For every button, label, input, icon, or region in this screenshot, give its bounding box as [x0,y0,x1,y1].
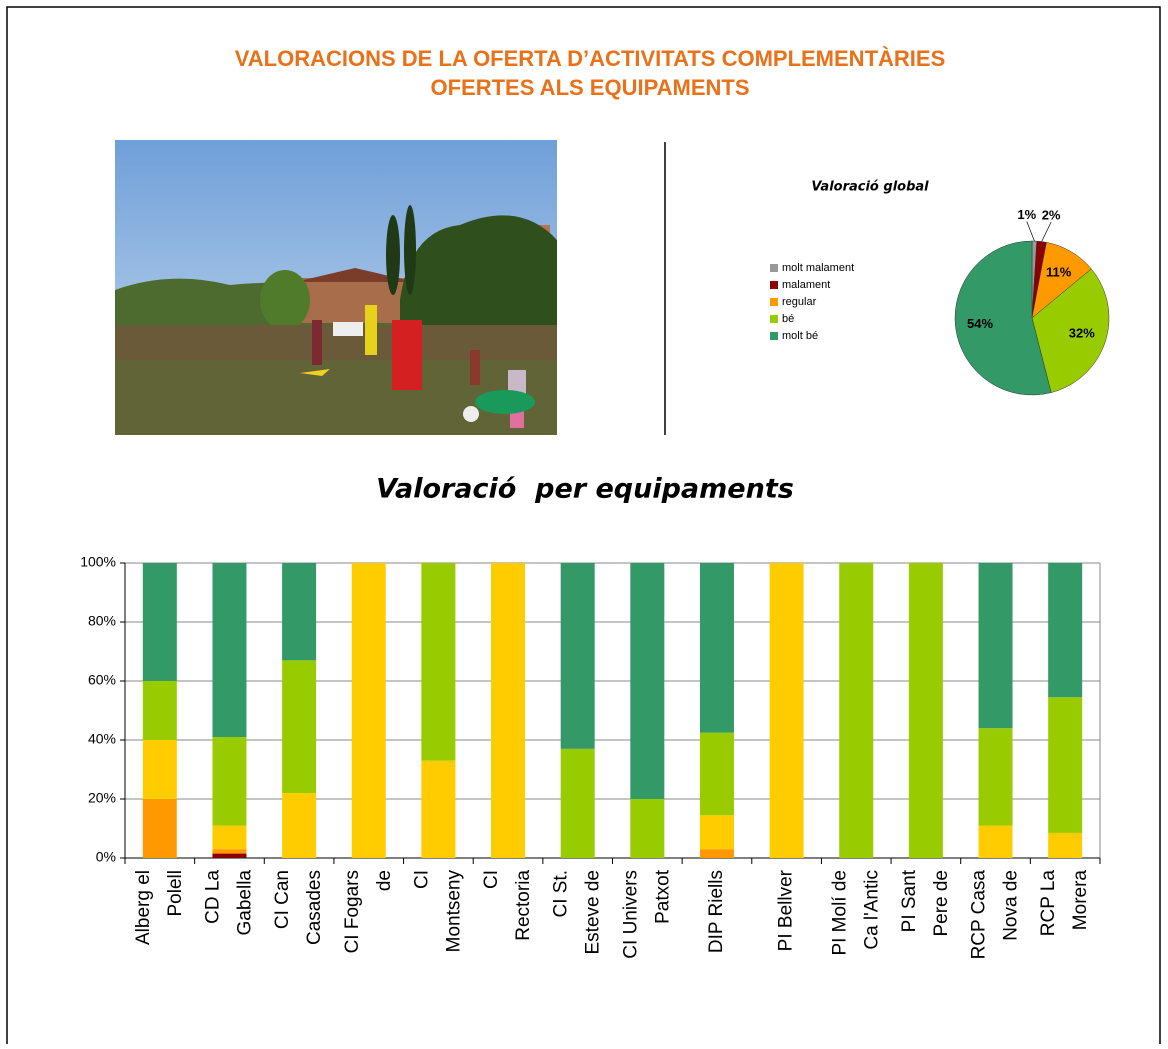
bar-segment [143,681,177,740]
y-tick-label: 0% [96,849,116,865]
bar-segment [979,826,1013,858]
bar-segment [352,563,386,858]
legend-label: malament [782,279,830,291]
photo [115,140,557,435]
legend-label: bé [782,313,794,325]
page-title: VALORACIONS DE LA OFERTA D’ACTIVITATS CO… [235,46,946,71]
x-tick-label: Rectoria [513,870,534,941]
chart-title: Valoració global [811,180,929,195]
bar-segment [839,563,873,858]
bar-segment [1048,563,1082,697]
x-tick-label: PI Sant [899,869,920,932]
bar-segment [212,563,246,737]
x-tick-label: Ca l'Antic [861,870,882,950]
legend-swatch [770,332,778,340]
legend-swatch [770,315,778,323]
bar-segment [909,563,943,858]
legend-swatch [770,298,778,306]
y-tick-label: 40% [88,731,116,747]
bar-segment [421,761,455,858]
bar-segment [212,737,246,826]
bar-segment [212,849,246,853]
x-tick-label: PI Molí de [829,870,850,956]
x-tick-label: Alberg el [133,870,154,945]
bar-segment [700,733,734,816]
bar-segment [1048,697,1082,833]
bar-segment [700,849,734,858]
x-tick-label: Esteve de [583,870,604,955]
y-tick-label: 100% [80,554,116,570]
data-label: 1% [1017,207,1036,222]
page: VALORACIONS DE LA OFERTA D’ACTIVITATS CO… [0,0,1168,1044]
bar-segment [212,854,246,858]
x-tick-label: RCP Casa [969,870,990,960]
data-label: 11% [1046,264,1072,279]
x-tick-label: Polell [165,870,186,916]
y-tick-label: 20% [88,790,116,806]
data-label: 54% [967,316,993,331]
legend-label: molt malament [782,262,854,274]
legend-label: regular [782,296,817,308]
legend-swatch [770,281,778,289]
bar-segment [282,660,316,793]
x-tick-label: CI Can [272,870,293,929]
chart-title: Valoració per equipaments [376,474,794,505]
x-tick-label: PI Bellver [776,869,797,951]
x-tick-label: CI [481,870,502,889]
bar-segment [561,749,595,858]
bar-segment [630,563,664,799]
bar-segment [561,563,595,749]
bar-segment [979,563,1013,728]
x-tick-label: Casades [304,870,325,945]
legend-label: molt bé [782,330,818,342]
bar-segment [143,563,177,681]
bar-segment [282,793,316,858]
bar-segment [630,799,664,858]
x-tick-label: Morera [1070,870,1091,931]
bar-segment [1048,833,1082,858]
bar-segment [421,563,455,761]
x-tick-label: Patxot [652,869,673,924]
x-tick-label: Nova de [1001,870,1022,941]
x-tick-label: RCP La [1038,870,1059,937]
bar-segment [282,563,316,660]
x-tick-label: Pere de [931,870,952,937]
x-tick-label: CI Fogars [342,870,363,953]
page-title: OFERTES ALS EQUIPAMENTS [430,75,749,100]
x-tick-label: de [374,870,395,891]
x-tick-label: CD La [202,870,223,924]
bar-segment [770,563,804,858]
data-label: 2% [1042,208,1061,223]
leader-line [1027,221,1035,241]
y-tick-label: 60% [88,672,116,688]
bar-segment [700,815,734,849]
x-tick-label: CI St. [551,870,572,918]
x-tick-label: Montseny [443,870,464,953]
data-label: 32% [1069,326,1095,341]
x-tick-label: DIP Riells [706,870,727,953]
bar-segment [143,799,177,858]
y-tick-label: 80% [88,613,116,629]
bar-segment [143,740,177,799]
bar-segment [979,728,1013,825]
x-tick-label: CI Univers [620,870,641,959]
x-tick-label: Gabella [234,870,255,936]
x-tick-label: CI [411,870,432,889]
bar-segment [491,563,525,858]
bar-segment [212,826,246,850]
bar-segment [700,563,734,733]
leader-line [1042,222,1051,241]
legend-swatch [770,264,778,272]
